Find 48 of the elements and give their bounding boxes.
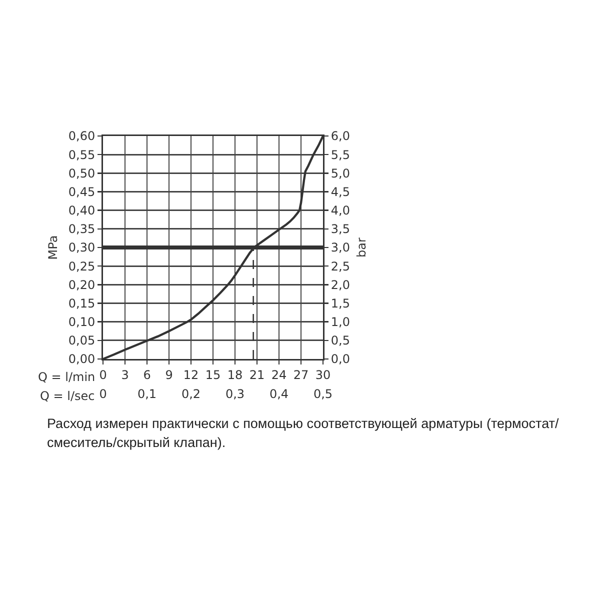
- y2-tick-label: 3,0: [330, 240, 350, 255]
- x2-tick-label: 0,2: [181, 387, 201, 401]
- x-tick-label: 6: [143, 368, 151, 382]
- x2-tick-label: 0,1: [137, 387, 157, 401]
- x2-tick-label: 0,4: [269, 387, 289, 401]
- y-tick-label: 0,55: [68, 148, 96, 162]
- y-tick-label: 0,60: [68, 129, 96, 144]
- x-tick-label: 24: [271, 368, 287, 382]
- y-tick-label: 0,45: [68, 184, 96, 199]
- x2-tick-label: 0,5: [313, 387, 333, 401]
- y2-tick-label: 4,5: [330, 184, 350, 199]
- x-tick-label: 18: [227, 368, 243, 382]
- x2-tick-label: 0: [99, 387, 107, 401]
- y2-tick-label: 4,0: [330, 204, 350, 218]
- y2-tick-label: 2,0: [330, 278, 350, 292]
- y-axis-title: MPa: [46, 235, 60, 260]
- y2-tick-label: 6,0: [330, 129, 350, 144]
- x-tick-label: 9: [165, 368, 173, 382]
- y2-tick-label: 5,0: [330, 166, 350, 180]
- x-tick-label: 27: [293, 368, 309, 382]
- x-tick-label: 15: [205, 368, 221, 382]
- y-tick-label: 0,05: [68, 334, 96, 348]
- y2-tick-label: 1,0: [330, 315, 350, 330]
- y-tick-label: 0,20: [68, 278, 96, 292]
- y-tick-label: 0,25: [68, 259, 96, 274]
- y2-tick-label: 0,0: [330, 352, 350, 366]
- x2-tick-label: 0,3: [225, 387, 245, 401]
- y-tick-label: 0,35: [68, 222, 96, 236]
- y-tick-label: 0,30: [68, 240, 96, 255]
- x-tick-label: 21: [249, 368, 265, 382]
- y-tick-label: 0,00: [68, 352, 96, 366]
- y2-axis-title: bar: [354, 237, 369, 258]
- x-tick-label: 3: [121, 368, 129, 382]
- y2-tick-label: 0,5: [330, 334, 350, 348]
- y2-tick-label: 1,5: [330, 296, 350, 310]
- x-tick-label: 0: [99, 368, 107, 382]
- y2-tick-label: 2,5: [330, 259, 350, 274]
- y-tick-label: 0,40: [68, 204, 96, 218]
- y-tick-label: 0,15: [68, 296, 96, 310]
- y2-tick-label: 5,5: [330, 148, 350, 162]
- y-tick-label: 0,10: [68, 315, 96, 330]
- x-axis-title: Q = l/min: [38, 370, 96, 384]
- x-tick-label: 30: [315, 368, 331, 382]
- x2-axis-title: Q = l/sec: [40, 389, 95, 403]
- y-tick-label: 0,50: [68, 166, 96, 180]
- y2-tick-label: 3,5: [330, 222, 350, 236]
- x-tick-label: 12: [183, 368, 199, 382]
- text: Расход измерен практически с помощью соответствующей арматуры (термостат/смеситель/скрытый клапан).: [47, 415, 560, 452]
